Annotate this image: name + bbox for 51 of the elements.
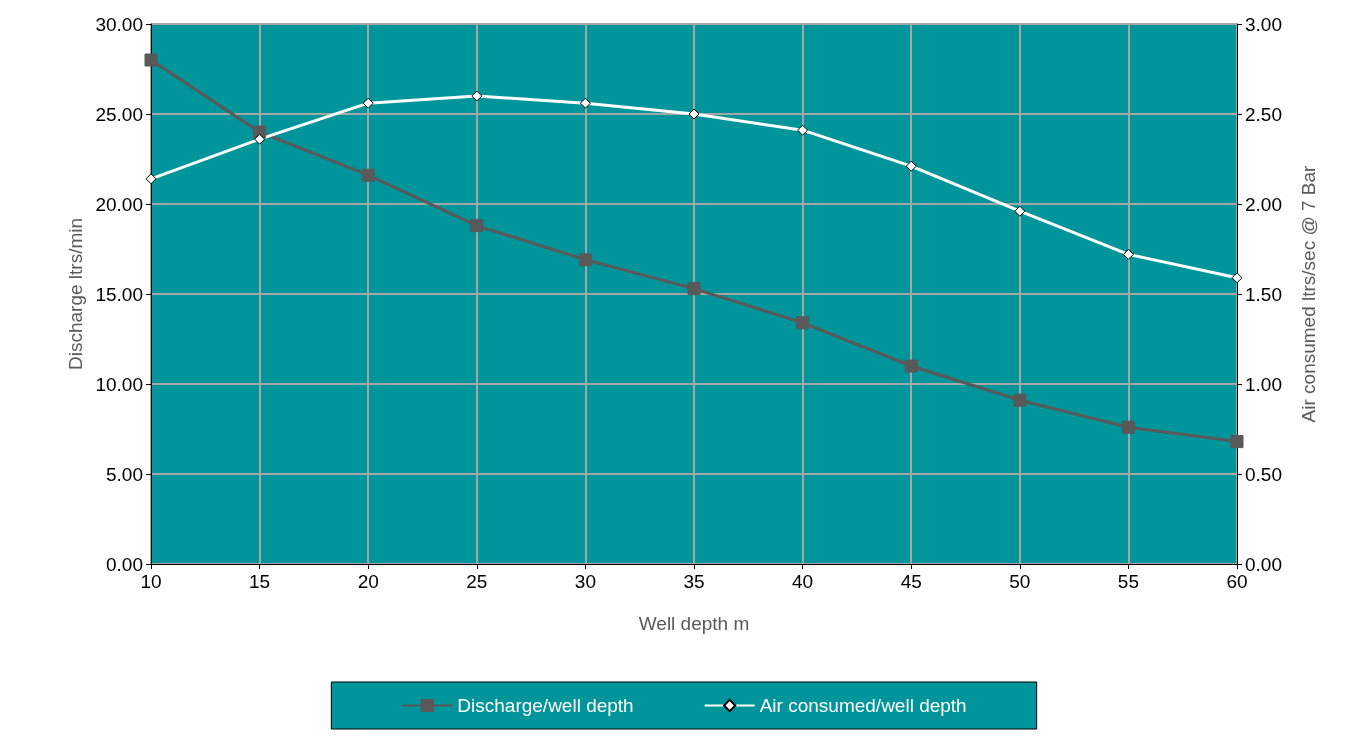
- point: [470, 219, 484, 233]
- y2-tick-label: 0.50: [1245, 463, 1282, 485]
- x-tick-label: 50: [1009, 571, 1031, 592]
- y-tick-label: 20.00: [95, 193, 143, 215]
- x-tick-label: 30: [574, 571, 596, 592]
- point: [579, 97, 591, 109]
- y-tick-label: 10.00: [95, 373, 143, 395]
- y2-tick-label: 2.00: [1245, 193, 1282, 215]
- point: [1122, 248, 1134, 260]
- point: [797, 124, 809, 136]
- point: [362, 97, 374, 109]
- x-tick-label: 55: [1117, 571, 1139, 592]
- y-tick-label: 25.00: [95, 103, 143, 125]
- y2-tick-label: 0.00: [1245, 553, 1282, 575]
- y2-axis-title: Air consumed ltrs/sec @ 7 Bar: [1298, 164, 1319, 423]
- point: [1231, 272, 1243, 284]
- x-tick-label: 25: [466, 571, 488, 592]
- point: [1121, 420, 1135, 434]
- x-tick-label: 35: [683, 571, 705, 592]
- point: [1014, 205, 1026, 217]
- point: [904, 359, 918, 373]
- y2-tick-label: 2.50: [1245, 103, 1282, 125]
- y-tick-label: 0.00: [106, 553, 143, 575]
- x-tick-label: 45: [900, 571, 922, 592]
- point: [471, 90, 483, 102]
- point: [688, 108, 700, 120]
- x-tick-label: 20: [357, 571, 379, 592]
- x-tick-label: 60: [1226, 571, 1248, 592]
- x-axis-title: Well depth m: [638, 613, 750, 634]
- point: [796, 316, 810, 330]
- x-tick-label: 40: [792, 571, 814, 592]
- y-tick-label: 15.00: [95, 283, 143, 305]
- point: [145, 173, 157, 185]
- y-tick-label: 30.00: [95, 13, 143, 35]
- legend-label: Discharge/well depth: [457, 695, 634, 716]
- y-tick-label: 5.00: [106, 463, 143, 485]
- point: [578, 253, 592, 267]
- point: [144, 53, 158, 67]
- point: [905, 160, 917, 172]
- point: [254, 133, 266, 145]
- y2-tick-label: 1.50: [1245, 283, 1282, 305]
- point: [1013, 393, 1027, 407]
- point: [1230, 435, 1244, 449]
- point: [361, 168, 375, 182]
- y2-tick-label: 1.00: [1245, 373, 1282, 395]
- y-axis-title: Discharge ltrs/min: [64, 217, 86, 371]
- legend-label: Air consumed/well depth: [759, 695, 967, 716]
- y2-tick-label: 3.00: [1245, 13, 1282, 35]
- x-tick-label: 10: [140, 571, 162, 592]
- point: [687, 282, 701, 296]
- x-tick-label: 15: [249, 571, 271, 592]
